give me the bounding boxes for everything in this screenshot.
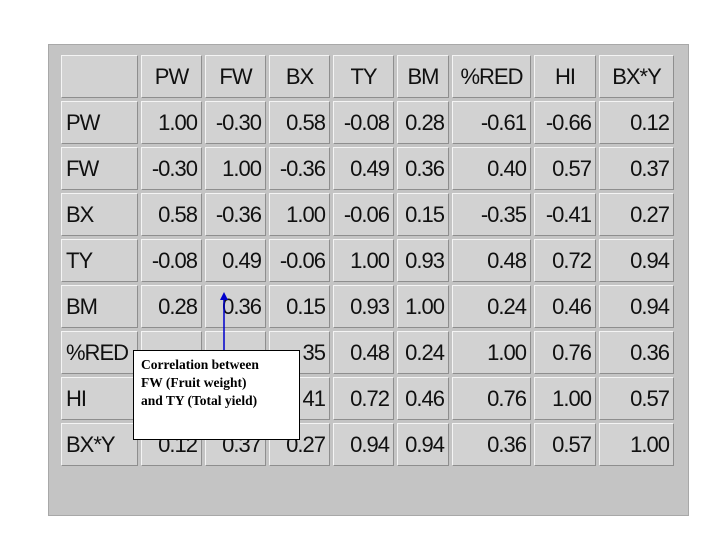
- column-header-bx: BX: [269, 55, 330, 98]
- column-header-ty: TY: [333, 55, 394, 98]
- column-header-hi: HI: [534, 55, 596, 98]
- table-cell: 0.48: [452, 239, 531, 282]
- table-cell: -0.30: [141, 147, 202, 190]
- column-header-red: %RED: [452, 55, 531, 98]
- column-header-pw: PW: [141, 55, 202, 98]
- table-cell: -0.36: [205, 193, 266, 236]
- row-header: BM: [61, 285, 138, 328]
- table-cell: 0.46: [397, 377, 449, 420]
- table-cell: 1.00: [269, 193, 330, 236]
- row-header: PW: [61, 101, 138, 144]
- table-cell: -0.41: [534, 193, 596, 236]
- table-cell: 0.46: [534, 285, 596, 328]
- column-header-bm: BM: [397, 55, 449, 98]
- table-cell: 0.94: [333, 423, 394, 466]
- table-row: TY -0.08 0.49 -0.06 1.00 0.93 0.48 0.72 …: [61, 239, 674, 282]
- table-cell: 0.28: [397, 101, 449, 144]
- table-cell: 1.00: [333, 239, 394, 282]
- table-cell: -0.66: [534, 101, 596, 144]
- table-cell: 0.48: [333, 331, 394, 374]
- table-cell: -0.30: [205, 101, 266, 144]
- table-cell-fw-ty: 0.49: [205, 239, 266, 282]
- arrow-head-icon: [220, 292, 228, 300]
- table-cell: 1.00: [141, 101, 202, 144]
- table-cell: -0.36: [269, 147, 330, 190]
- table-cell: 0.76: [452, 377, 531, 420]
- row-header: TY: [61, 239, 138, 282]
- table-cell: 0.24: [452, 285, 531, 328]
- table-cell: 1.00: [205, 147, 266, 190]
- table-row: PW 1.00 -0.30 0.58 -0.08 0.28 -0.61 -0.6…: [61, 101, 674, 144]
- table-cell: 0.36: [452, 423, 531, 466]
- table-cell: 0.36: [205, 285, 266, 328]
- table-cell: 0.57: [534, 423, 596, 466]
- table-cell: 0.58: [141, 193, 202, 236]
- table-cell: 0.76: [534, 331, 596, 374]
- table-cell: 0.57: [599, 377, 674, 420]
- column-header-fw: FW: [205, 55, 266, 98]
- table-cell: 1.00: [599, 423, 674, 466]
- table-row: BM 0.28 0.36 0.15 0.93 1.00 0.24 0.46 0.…: [61, 285, 674, 328]
- callout-line: FW (Fruit weight): [141, 375, 247, 390]
- table-cell: 0.36: [397, 147, 449, 190]
- table-cell: 0.15: [397, 193, 449, 236]
- table-cell: -0.08: [141, 239, 202, 282]
- table-cell: 0.93: [333, 285, 394, 328]
- table-cell: 1.00: [397, 285, 449, 328]
- callout-line: Correlation between: [141, 357, 259, 372]
- corner-cell: [61, 55, 138, 98]
- row-header: %RED: [61, 331, 138, 374]
- table-cell: 0.72: [333, 377, 394, 420]
- row-header: FW: [61, 147, 138, 190]
- table-cell: 0.27: [599, 193, 674, 236]
- table-cell: -0.06: [269, 239, 330, 282]
- table-cell: 0.36: [599, 331, 674, 374]
- row-header: BX: [61, 193, 138, 236]
- table-cell: -0.06: [333, 193, 394, 236]
- table-row: BX 0.58 -0.36 1.00 -0.06 0.15 -0.35 -0.4…: [61, 193, 674, 236]
- table-cell: -0.61: [452, 101, 531, 144]
- header-row: PW FW BX TY BM %RED HI BX*Y: [61, 55, 674, 98]
- table-cell: 0.94: [599, 285, 674, 328]
- row-header: HI: [61, 377, 138, 420]
- table-cell: 0.24: [397, 331, 449, 374]
- table-cell: 0.94: [397, 423, 449, 466]
- table-cell: 0.15: [269, 285, 330, 328]
- callout-line: and TY (Total yield): [141, 393, 258, 408]
- table-cell: 0.49: [333, 147, 394, 190]
- table-row: BX*Y 0.12 0.37 0.27 0.94 0.94 0.36 0.57 …: [61, 423, 674, 466]
- row-header: BX*Y: [61, 423, 138, 466]
- table-cell: 0.40: [452, 147, 531, 190]
- column-header-bxy: BX*Y: [599, 55, 674, 98]
- table-cell: -0.35: [452, 193, 531, 236]
- table-cell: 0.93: [397, 239, 449, 282]
- table-cell: 1.00: [534, 377, 596, 420]
- table-cell: 0.37: [599, 147, 674, 190]
- table-cell: 0.94: [599, 239, 674, 282]
- annotation-callout: Correlation between FW (Fruit weight) an…: [133, 350, 300, 440]
- table-row: FW -0.30 1.00 -0.36 0.49 0.36 0.40 0.57 …: [61, 147, 674, 190]
- table-cell: 0.72: [534, 239, 596, 282]
- table-cell: 0.28: [141, 285, 202, 328]
- table-cell: 0.58: [269, 101, 330, 144]
- table-cell: -0.08: [333, 101, 394, 144]
- table-cell: 0.57: [534, 147, 596, 190]
- table-cell: 1.00: [452, 331, 531, 374]
- table-cell: 0.12: [599, 101, 674, 144]
